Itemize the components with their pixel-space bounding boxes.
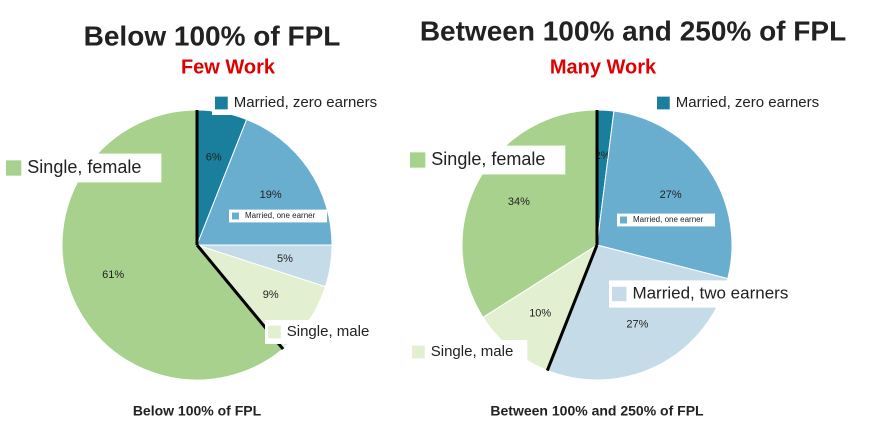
legend-label: Married, zero earners (676, 94, 819, 111)
chart-title: Below 100% of FPL (84, 20, 341, 51)
legend-swatch (268, 325, 281, 339)
legend-label: Married, one earner (633, 215, 704, 224)
legend-label: Single, female (431, 149, 545, 169)
chart-caption: Between 100% and 250% of FPL (490, 403, 704, 419)
divider (545, 244, 599, 372)
slice-value-label: 27% (660, 189, 682, 201)
slice-value-label: 61% (102, 269, 124, 281)
slice-value-label: 5% (277, 253, 293, 265)
legend-box (654, 91, 843, 115)
legend-label: Single, female (27, 157, 141, 177)
legend-swatch (412, 345, 425, 359)
slice-value-label: 9% (263, 289, 279, 301)
chart-title: Between 100% and 250% of FPL (420, 15, 846, 46)
chart-subtitle: Few Work (181, 56, 276, 78)
legend-label: Married, one earner (245, 211, 316, 220)
legend-swatch (232, 212, 239, 220)
legend-swatch (612, 286, 627, 302)
legend-swatch (410, 152, 426, 168)
legend-box (212, 91, 401, 115)
chart-caption: Below 100% of FPL (133, 403, 262, 419)
slice-value-label: 34% (508, 196, 530, 208)
slice-value-label: 6% (206, 151, 222, 163)
slice-value-label: 2% (595, 150, 611, 162)
legend-swatch (657, 96, 670, 110)
legend-box (229, 209, 328, 223)
legend-label: Married, two earners (632, 283, 788, 302)
legend-box (617, 213, 716, 227)
legend-swatch (6, 160, 22, 176)
legend-swatch (620, 216, 627, 224)
legend-swatch (215, 96, 228, 110)
slice-value-label: 19% (260, 189, 282, 201)
slice-value-label: 27% (626, 318, 648, 330)
legend-box (3, 153, 162, 183)
legend-box (409, 340, 528, 364)
legend-box (609, 280, 813, 308)
legend-box (265, 320, 384, 344)
slice-value-label: 10% (529, 308, 551, 320)
legend-label: Single, male (287, 323, 370, 340)
chart-subtitle: Many Work (550, 56, 657, 78)
pie-slice (596, 110, 733, 280)
legend-label: Married, zero earners (234, 94, 377, 111)
legend-box (407, 145, 566, 175)
legend-label: Single, male (431, 343, 514, 360)
